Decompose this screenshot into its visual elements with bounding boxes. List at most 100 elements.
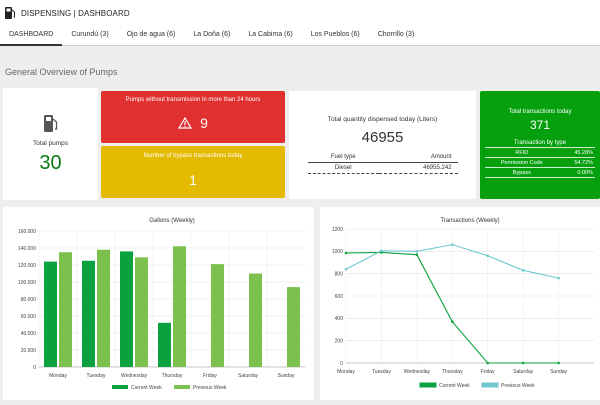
bar bbox=[44, 261, 57, 367]
data-point bbox=[344, 267, 348, 271]
gallons-chart-card: Gallons (Weekly) 0 20.000 40.000 60.000 80.00… bbox=[3, 207, 314, 400]
x-tick-label: Tuesday bbox=[87, 373, 106, 379]
legend-swatch bbox=[112, 385, 128, 389]
y-tick-label: 0 bbox=[33, 365, 36, 371]
y-tick-label: 600 bbox=[335, 294, 344, 300]
x-tick-label: Saturday bbox=[513, 369, 534, 375]
bar bbox=[135, 257, 148, 367]
tab-ojo-de-agua[interactable]: Ojo de agua (6) bbox=[126, 30, 176, 38]
amount-cell: 46955.242 bbox=[423, 165, 452, 171]
x-tick-label: Wednesday bbox=[121, 373, 148, 379]
transactions-value: 371 bbox=[529, 118, 551, 132]
chart-title: Transactions (Weekly) bbox=[440, 218, 499, 224]
legend-label: Previous Week bbox=[193, 385, 227, 391]
x-tick-label: Sunday bbox=[278, 373, 295, 379]
legend-label: Current Week bbox=[439, 383, 470, 389]
fuel-pump-icon bbox=[43, 114, 57, 132]
no-transmission-label: Pumps without transmission in more than … bbox=[125, 97, 261, 103]
gallons-weekly-chart: Gallons (Weekly) 0 20.000 40.000 60.000 80.00… bbox=[18, 218, 305, 391]
bar bbox=[97, 249, 110, 367]
x-tick-label: Thursday bbox=[162, 373, 183, 379]
bypass-card: Number of bypass transactions today 1 bbox=[101, 146, 285, 198]
no-transmission-card: Pumps without transmission in more than … bbox=[101, 91, 285, 143]
x-tick-label: Sunday bbox=[550, 369, 567, 375]
pct-cell: 45.28% bbox=[558, 147, 595, 158]
y-tick-label: 120.000 bbox=[18, 263, 36, 269]
legend-swatch bbox=[481, 382, 499, 388]
x-tick-label: Saturday bbox=[238, 373, 259, 379]
data-point bbox=[521, 269, 525, 272]
data-point bbox=[486, 254, 490, 258]
legend-swatch bbox=[174, 385, 190, 389]
fuel-table: Fuel type Amount Diesel 46955.242 bbox=[307, 152, 458, 174]
data-point bbox=[450, 320, 454, 323]
dispensed-label: Total quantity dispensed today (Liters) bbox=[327, 116, 438, 123]
type-cell: Permission Code bbox=[485, 157, 559, 168]
x-tick-label: Thursday bbox=[442, 369, 463, 375]
y-tick-label: 0 bbox=[340, 361, 343, 367]
transactions-label: Total transactions today bbox=[508, 109, 572, 115]
location-tabs: DASHBOARD Curundú (3) Ojo de agua (6) La… bbox=[0, 26, 600, 46]
tab-la-dona[interactable]: La Doña (6) bbox=[193, 30, 231, 38]
y-tick-label: 80.000 bbox=[21, 297, 37, 303]
legend-swatch bbox=[419, 382, 437, 388]
table-row: RFID 45.28% bbox=[485, 147, 595, 158]
bar bbox=[287, 287, 300, 367]
transactions-card: Total transactions today 371 Transaction… bbox=[480, 91, 600, 199]
warning-icon bbox=[178, 117, 193, 129]
pct-cell: 54.72% bbox=[558, 157, 595, 168]
y-tick-label: 60.000 bbox=[21, 314, 37, 320]
amount-header: Amount bbox=[430, 154, 452, 160]
fuel-type-cell: Diesel bbox=[334, 165, 352, 171]
data-point bbox=[344, 251, 348, 255]
y-tick-label: 200 bbox=[335, 338, 344, 344]
transactions-weekly-chart: Transactions (Weekly) 0 200 400 600 800 1000 12… bbox=[332, 218, 594, 389]
fuel-pump-icon bbox=[5, 7, 15, 19]
y-tick-label: 1000 bbox=[332, 249, 343, 255]
chart-title: Gallons (Weekly) bbox=[149, 218, 195, 224]
total-pumps-card: Total pumps 30 bbox=[3, 88, 98, 200]
tab-chorrillo[interactable]: Chorrillo (3) bbox=[377, 30, 415, 38]
bar bbox=[82, 260, 95, 367]
data-point bbox=[380, 249, 383, 253]
bar bbox=[120, 251, 133, 367]
tab-curundu[interactable]: Curundú (3) bbox=[71, 30, 109, 38]
tab-los-pueblos[interactable]: Los Pueblos (6) bbox=[310, 30, 360, 38]
y-tick-label: 400 bbox=[335, 316, 344, 322]
x-tick-label: Monday bbox=[49, 373, 67, 379]
table-row: Bypass 0.00% bbox=[485, 167, 595, 178]
dispensed-card: Total quantity dispensed today (Liters) … bbox=[289, 91, 476, 199]
data-point bbox=[521, 361, 525, 365]
y-tick-label: 800 bbox=[335, 271, 344, 277]
transaction-type-table: Transaction by type RFID 45.28% Permissi… bbox=[485, 138, 595, 178]
data-point bbox=[450, 243, 454, 246]
x-tick-label: Friday bbox=[203, 373, 217, 379]
total-pumps-label: Total pumps bbox=[32, 139, 69, 147]
bar bbox=[59, 252, 72, 367]
bar bbox=[211, 264, 224, 367]
legend-label: Previous Week bbox=[501, 383, 535, 389]
data-point bbox=[486, 361, 490, 365]
data-point bbox=[557, 276, 560, 280]
pct-cell: 0.00% bbox=[558, 167, 595, 178]
data-point bbox=[557, 361, 560, 365]
table-row: Permission Code 54.72% bbox=[485, 157, 595, 168]
dispensed-value: 46955 bbox=[361, 129, 404, 146]
by-type-label: Transaction by type bbox=[485, 138, 595, 148]
bar bbox=[158, 322, 171, 367]
x-tick-label: Wednesday bbox=[404, 369, 431, 375]
bar bbox=[173, 246, 186, 367]
bar bbox=[249, 273, 262, 367]
bypass-label: Number of bypass transactions today bbox=[143, 153, 243, 159]
y-tick-label: 1200 bbox=[332, 227, 343, 233]
tab-dashboard[interactable]: DASHBOARD bbox=[0, 26, 63, 46]
top-bar: DISPENSING | DASHBOARD bbox=[0, 0, 600, 26]
y-tick-label: 100.000 bbox=[18, 280, 36, 286]
app-title: DISPENSING | DASHBOARD bbox=[21, 8, 130, 18]
y-tick-label: 160.000 bbox=[18, 229, 36, 235]
y-tick-label: 20.000 bbox=[21, 348, 37, 354]
x-tick-label: Friday bbox=[481, 369, 495, 375]
x-tick-label: Monday bbox=[337, 369, 355, 375]
data-point bbox=[415, 250, 419, 253]
tab-la-cabima[interactable]: La Cabima (6) bbox=[248, 30, 293, 38]
